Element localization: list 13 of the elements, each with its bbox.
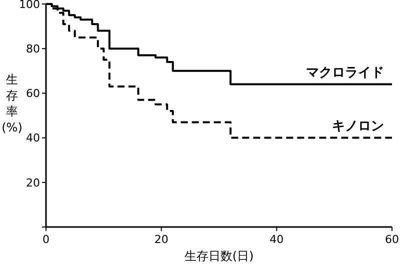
y-tick-label: 80 bbox=[26, 42, 40, 56]
series-label: キノロン bbox=[332, 118, 384, 134]
series-label: マクロライド bbox=[306, 65, 384, 80]
x-tick-label: 0 bbox=[42, 233, 50, 246]
x-tick-label: 20 bbox=[154, 233, 168, 246]
x-tick-label: 40 bbox=[270, 233, 284, 246]
x-tick-label: 60 bbox=[385, 233, 399, 246]
y-tick-label: 20 bbox=[26, 176, 40, 190]
y-axis-title: 生存率(%) bbox=[2, 72, 22, 134]
y-tick-label: 40 bbox=[26, 132, 40, 145]
y-tick-label: 60 bbox=[26, 87, 40, 100]
x-axis-title: 生存日数(日) bbox=[184, 249, 254, 263]
y-tick-label: 100 bbox=[19, 0, 40, 11]
